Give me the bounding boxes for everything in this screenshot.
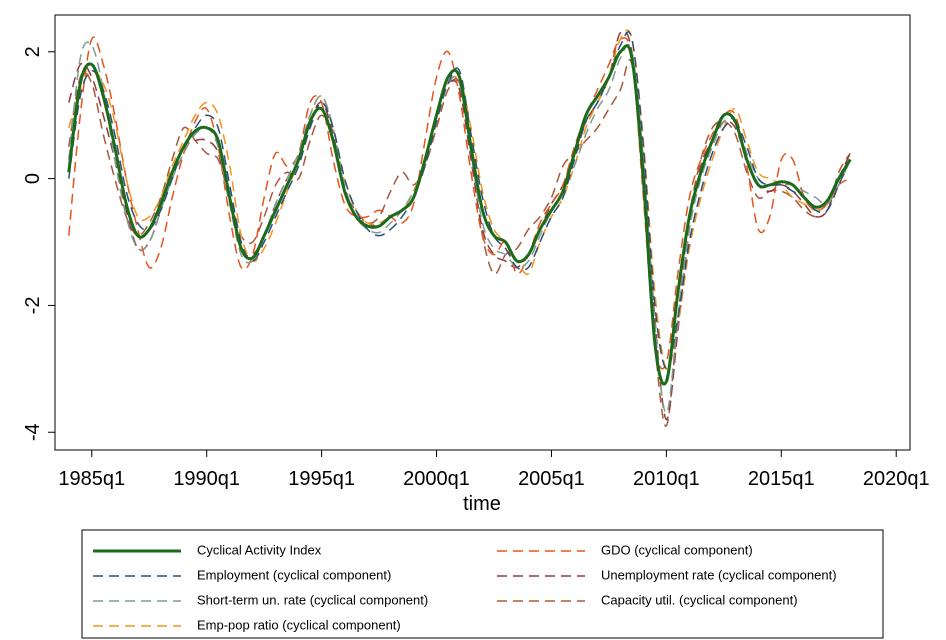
- legend-label: Short-term un. rate (cyclical component): [197, 592, 428, 607]
- series-layer: [67, 29, 852, 427]
- legend-label: Capacity util. (cyclical component): [601, 592, 798, 607]
- series-line: [68, 30, 851, 421]
- x-tick-label: 1995q1: [288, 468, 355, 490]
- legend-label: Emp-pop ratio (cyclical component): [197, 617, 401, 632]
- x-tick-label: 2010q1: [633, 468, 700, 490]
- series-line: [67, 44, 852, 386]
- plot-frame: [54, 14, 911, 451]
- legend: Cyclical Activity Index Employment (cycli…: [81, 529, 884, 639]
- x-tick-label: 2015q1: [748, 468, 815, 490]
- x-tick-label: 2005q1: [518, 468, 585, 490]
- y-tick-label: 2: [22, 46, 44, 57]
- series-line: [68, 31, 851, 370]
- x-tick-label: 2020q1: [863, 468, 930, 490]
- x-tick-label: 1990q1: [173, 468, 240, 490]
- y-tick-label: -2: [22, 297, 44, 315]
- legend-label: Cyclical Activity Index: [197, 542, 322, 557]
- y-tick-label: -4: [22, 423, 44, 441]
- series-line: [68, 59, 851, 427]
- legend-label: Employment (cyclical component): [197, 567, 391, 582]
- x-tick-label: 1985q1: [58, 468, 125, 490]
- legend-label: Unemployment rate (cyclical component): [601, 567, 837, 582]
- x-tick-label: 2000q1: [403, 468, 470, 490]
- series-line: [68, 36, 851, 370]
- y-tick-label: 0: [22, 173, 44, 184]
- legend-box: [81, 529, 884, 639]
- x-axis-title: time: [463, 493, 501, 515]
- legend-label: GDO (cyclical component): [601, 542, 753, 557]
